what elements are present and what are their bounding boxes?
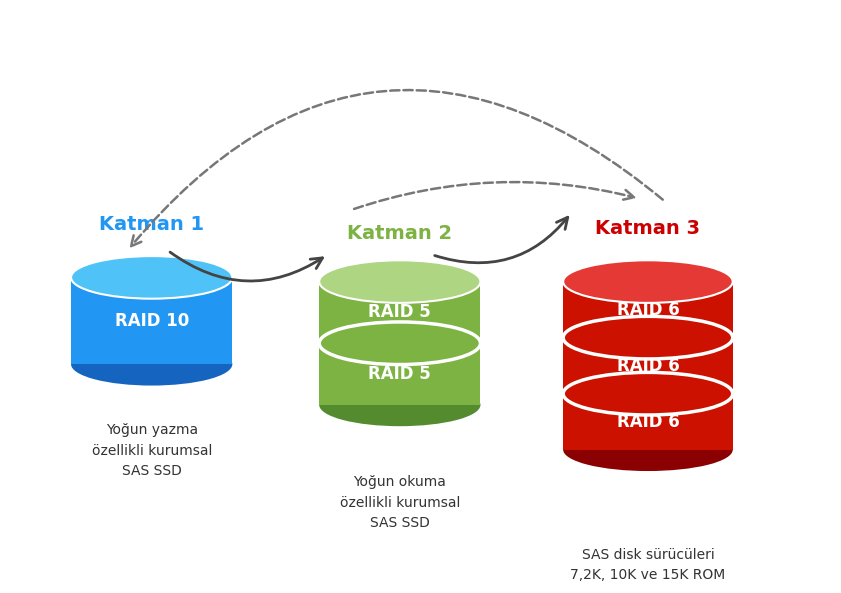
Ellipse shape bbox=[563, 316, 733, 359]
Polygon shape bbox=[320, 282, 480, 343]
Ellipse shape bbox=[563, 372, 733, 415]
Ellipse shape bbox=[320, 260, 480, 303]
Polygon shape bbox=[563, 282, 733, 337]
Ellipse shape bbox=[320, 322, 480, 365]
Text: Yoğun yazma
özellikli kurumsal
SAS SSD: Yoğun yazma özellikli kurumsal SAS SSD bbox=[92, 423, 212, 479]
Text: RAID 6: RAID 6 bbox=[616, 301, 680, 318]
Polygon shape bbox=[320, 343, 480, 405]
Text: Katman 3: Katman 3 bbox=[595, 219, 701, 238]
Polygon shape bbox=[563, 394, 733, 449]
Text: RAID 10: RAID 10 bbox=[114, 312, 189, 330]
Text: Katman 2: Katman 2 bbox=[347, 224, 452, 244]
Ellipse shape bbox=[563, 260, 733, 303]
Polygon shape bbox=[71, 278, 232, 364]
Ellipse shape bbox=[320, 384, 480, 426]
Text: RAID 6: RAID 6 bbox=[616, 413, 680, 431]
Text: RAID 6: RAID 6 bbox=[616, 356, 680, 375]
Text: Yoğun okuma
özellikli kurumsal
SAS SSD: Yoğun okuma özellikli kurumsal SAS SSD bbox=[340, 475, 460, 530]
Text: Katman 1: Katman 1 bbox=[99, 215, 204, 234]
Ellipse shape bbox=[563, 428, 733, 471]
Polygon shape bbox=[563, 337, 733, 394]
Text: RAID 5: RAID 5 bbox=[368, 304, 431, 321]
Text: RAID 5: RAID 5 bbox=[368, 365, 431, 383]
Text: SAS disk sürücüleri
7,2K, 10K ve 15K ROM: SAS disk sürücüleri 7,2K, 10K ve 15K ROM bbox=[570, 548, 726, 582]
Ellipse shape bbox=[71, 256, 232, 299]
Ellipse shape bbox=[71, 343, 232, 385]
